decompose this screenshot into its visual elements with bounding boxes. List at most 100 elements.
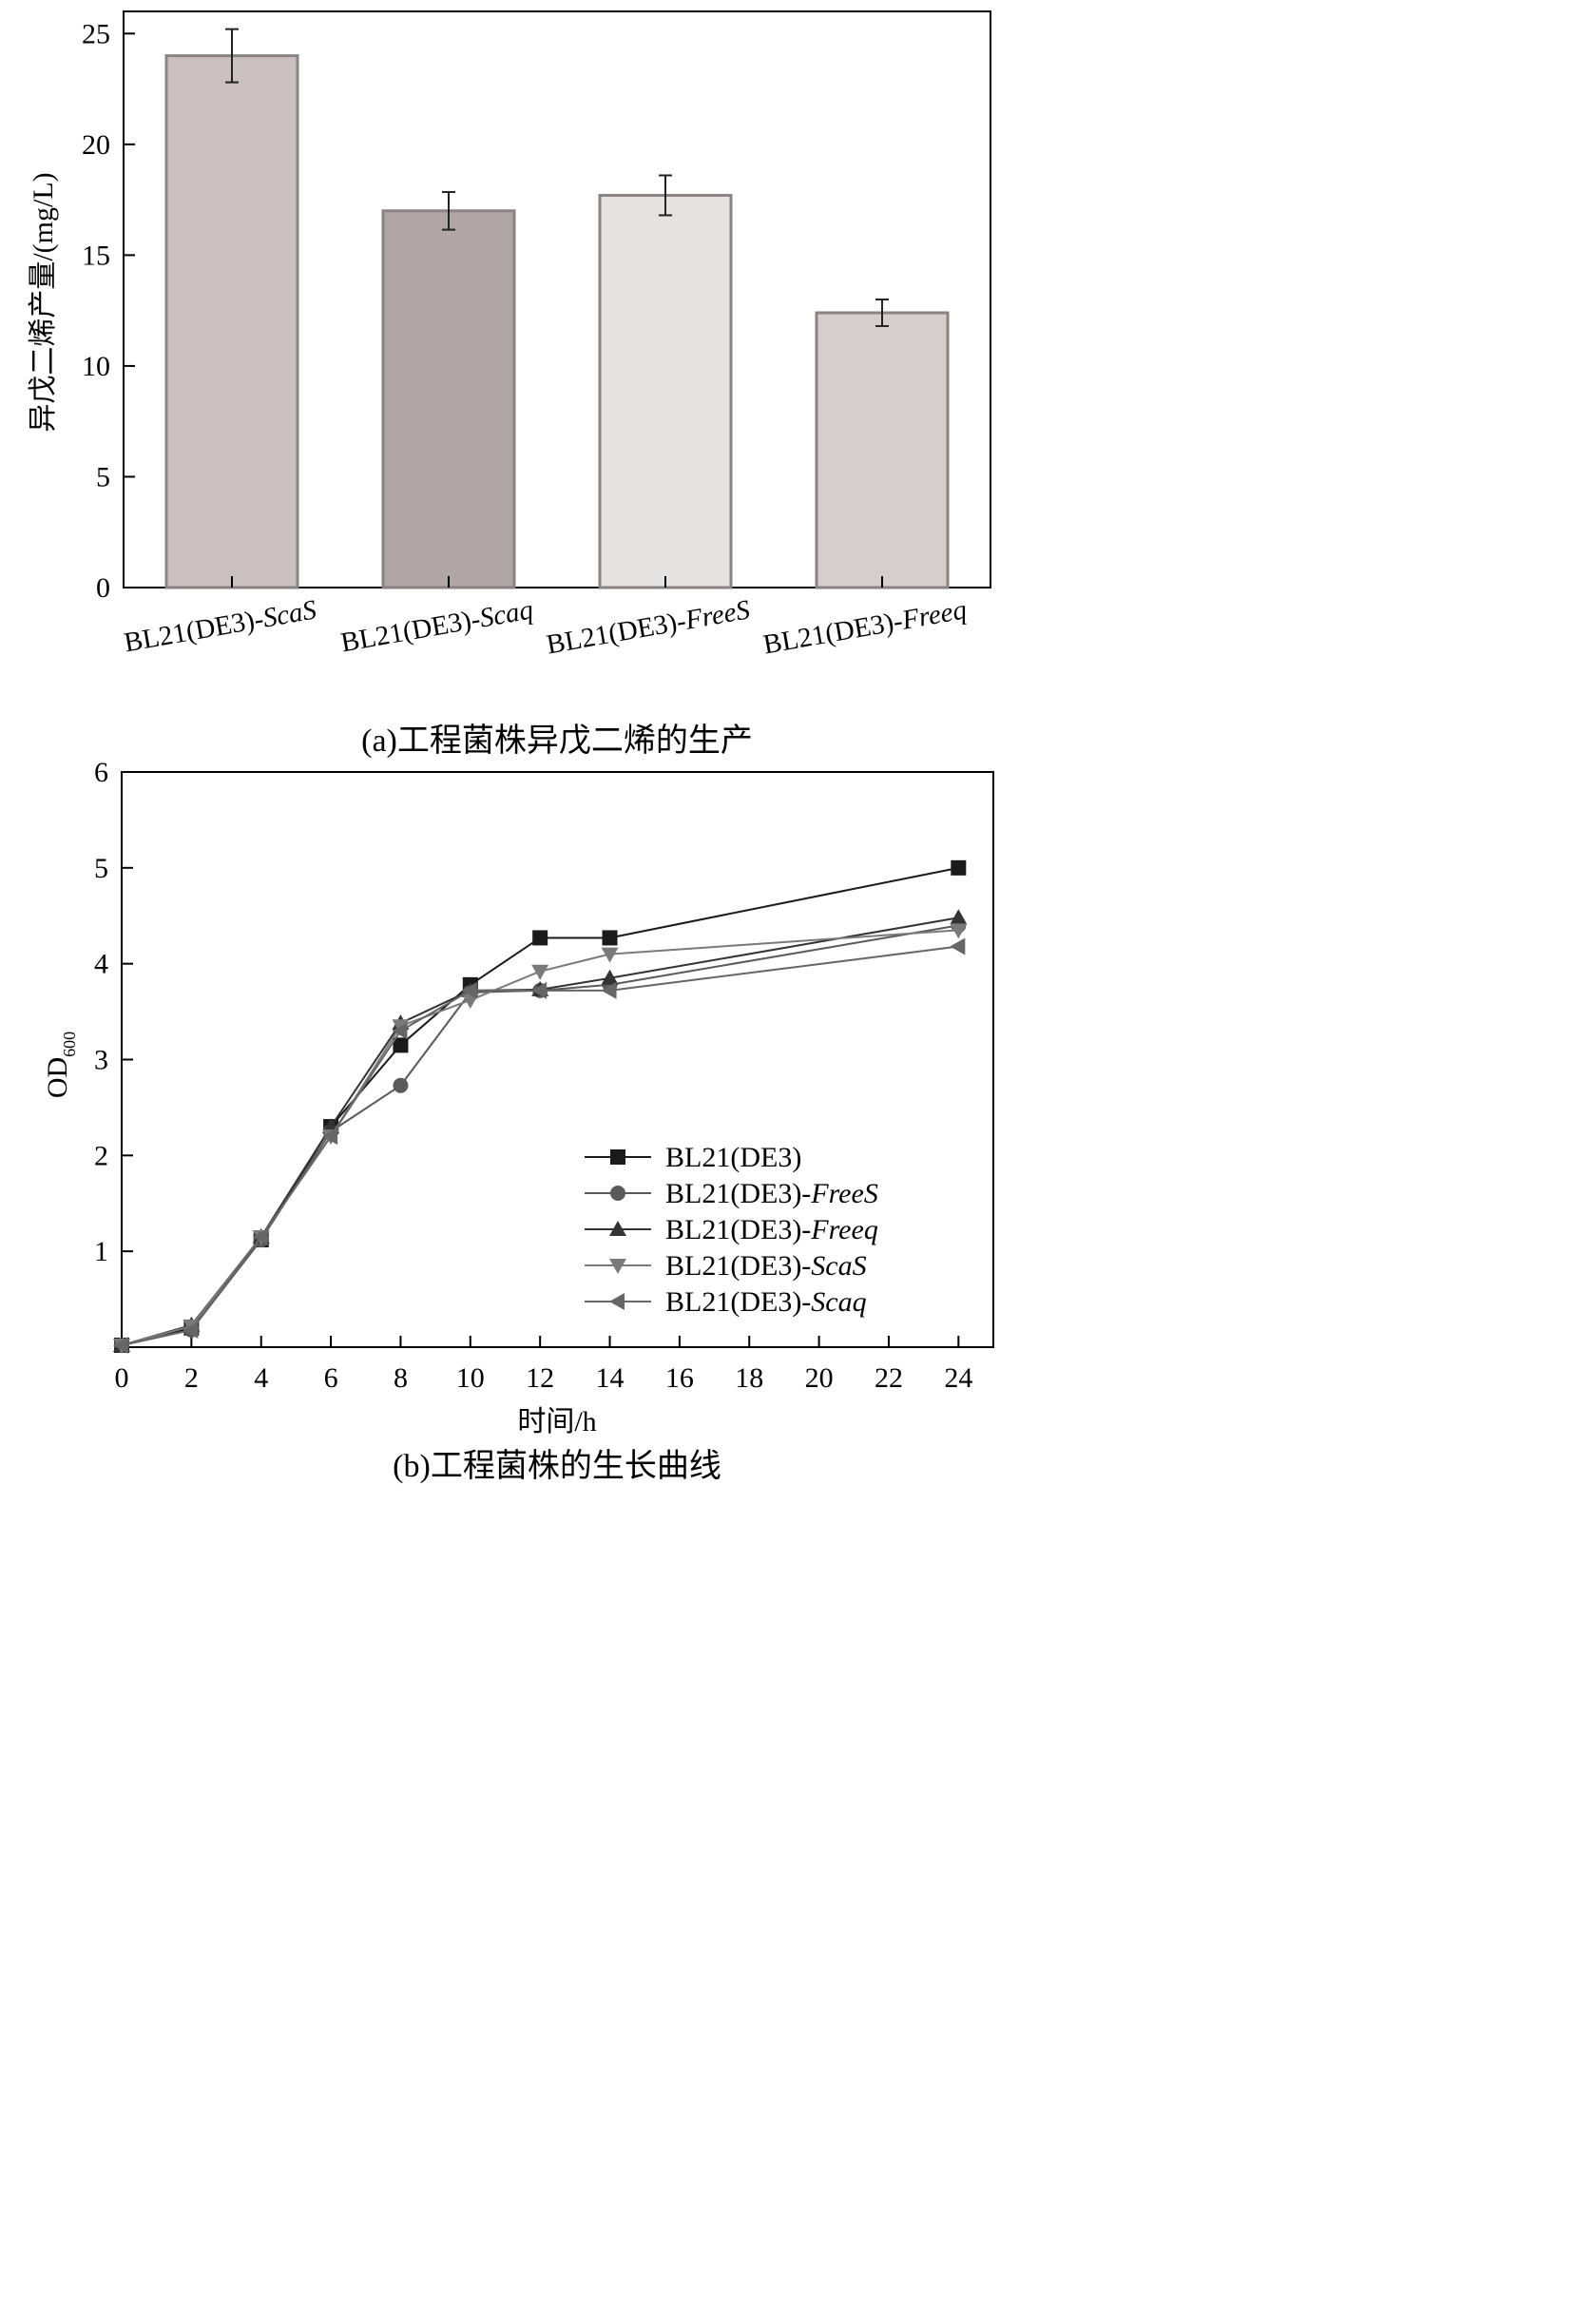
data-point (393, 1037, 409, 1053)
bar-y-axis-title: 异戊二烯产量/(mg/L) (28, 172, 59, 432)
line-chart-caption: (b)工程菌株的生长曲线 (393, 1448, 721, 1484)
data-point (532, 930, 548, 946)
legend-marker (609, 1293, 625, 1310)
bar-category-label: BL21(DE3)-FreeS (545, 594, 753, 660)
legend-label: BL21(DE3)-ScaS (665, 1250, 867, 1282)
line-x-tick-label: 10 (456, 1362, 485, 1394)
line-x-tick-label: 16 (665, 1362, 694, 1394)
legend-item: BL21(DE3)-FreeS (585, 1178, 878, 1209)
line-x-tick-label: 12 (526, 1362, 554, 1394)
line-y-tick-label: 1 (94, 1236, 108, 1267)
line-y-axis-title-sub: 600 (60, 1032, 79, 1057)
legend-item: BL21(DE3) (585, 1142, 801, 1173)
bar (164, 54, 299, 589)
bar (815, 311, 950, 589)
legend-marker (610, 1149, 625, 1165)
data-point (252, 1228, 268, 1246)
bar-category-prefix: BL21(DE3)- (338, 604, 482, 658)
bar-category-strain: FreeS (683, 594, 753, 636)
line-x-tick-label: 4 (254, 1362, 268, 1394)
data-point (183, 1321, 199, 1339)
bar-category-prefix: BL21(DE3)- (545, 606, 688, 660)
bar-chart-frame (123, 10, 991, 588)
legend-marker (609, 1221, 626, 1236)
line-series-group (113, 859, 968, 1354)
bar-y-tick-label: 25 (82, 18, 110, 49)
line-x-tick-label: 6 (324, 1362, 338, 1394)
legend-label-strain: Scaq (811, 1286, 866, 1318)
legend-label-strain: Freeq (810, 1214, 878, 1245)
bar-chart-caption: (a)工程菌株异戊二烯的生产 (361, 723, 753, 759)
series-line-5 (113, 937, 966, 1354)
line-y-tick-label: 4 (94, 949, 108, 980)
legend-label-prefix: BL21(DE3)- (665, 1178, 811, 1209)
bar-category-labels: BL21(DE3)-ScaS BL21(DE3)-Scaq BL21(DE3)-Fr… (122, 594, 969, 660)
legend: BL21(DE3)BL21(DE3)-FreeSBL21(DE3)-FreeqB… (585, 1142, 878, 1318)
data-point (601, 969, 619, 985)
data-point (393, 1077, 409, 1093)
legend-label-strain: ScaS (811, 1250, 866, 1282)
data-point (531, 981, 548, 999)
legend-marker (610, 1186, 625, 1201)
line-x-tick-label: 0 (115, 1362, 129, 1394)
line-x-tick-label: 8 (394, 1362, 408, 1394)
bar-category-label: BL21(DE3)-Scaq (338, 594, 535, 658)
bar-y-tick-label: 0 (96, 572, 110, 604)
data-point (951, 859, 967, 876)
data-point (950, 923, 968, 939)
legend-label-prefix: BL21(DE3)- (665, 1286, 811, 1318)
bar-category-prefix: BL21(DE3)- (761, 606, 905, 660)
data-point (601, 981, 617, 999)
line-y-axis-title-main: OD (42, 1057, 73, 1098)
bar-category-strain: ScaS (260, 594, 319, 633)
bar (598, 193, 733, 589)
line-x-tick-label: 18 (735, 1362, 763, 1394)
legend-label-prefix: BL21(DE3)- (665, 1214, 811, 1245)
legend-item: BL21(DE3)-ScaS (585, 1250, 867, 1282)
line-y-tick-label: 5 (94, 853, 108, 884)
bar-category-label: BL21(DE3)-Freeq (761, 594, 970, 660)
bar-y-tick-label: 10 (82, 351, 110, 382)
line-x-axis: 0 2 4 6 8 10 12 14 16 18 20 22 24 (115, 1336, 972, 1394)
bar-category-strain: Scaq (477, 594, 535, 633)
legend-item: BL21(DE3)-Scaq (585, 1286, 867, 1318)
legend-item: BL21(DE3)-Freeq (585, 1214, 878, 1245)
line-y-tick-label: 6 (94, 757, 108, 788)
line-x-tick-label: 2 (184, 1362, 199, 1394)
line-x-tick-label: 24 (944, 1362, 972, 1394)
line-x-tick-label: 14 (596, 1362, 625, 1394)
line-x-tick-label: 22 (875, 1362, 903, 1394)
data-point (950, 909, 968, 925)
bar-y-tick-label: 5 (96, 461, 110, 492)
legend-label-prefix: BL21(DE3)- (665, 1250, 811, 1282)
legend-label: BL21(DE3)-Scaq (665, 1286, 867, 1318)
data-point (950, 937, 966, 955)
line-x-tick-label: 20 (805, 1362, 834, 1394)
legend-label: BL21(DE3)-FreeS (665, 1178, 878, 1209)
bar-category-prefix: BL21(DE3)- (122, 604, 265, 658)
data-point (531, 964, 549, 980)
bar-y-tick-label: 15 (82, 240, 110, 271)
line-y-axis: 1 2 3 4 5 6 (94, 757, 133, 1267)
data-point (113, 1336, 128, 1354)
bar-y-axis: 0 5 10 15 20 25 (82, 18, 135, 604)
legend-label-prefix: BL21(DE3) (665, 1142, 801, 1173)
line-x-axis-title: 时间/h (517, 1406, 596, 1437)
bar-series (164, 28, 950, 589)
data-point (392, 1022, 408, 1040)
legend-label-strain: FreeS (810, 1178, 878, 1209)
data-point (602, 930, 618, 946)
data-point (461, 981, 477, 999)
line-y-axis-title: OD600 (42, 1032, 79, 1098)
bar-category-label: BL21(DE3)-ScaS (122, 594, 319, 658)
data-point (601, 947, 619, 963)
legend-label: BL21(DE3)-Freeq (665, 1214, 878, 1245)
data-point (322, 1128, 338, 1146)
line-y-tick-label: 2 (94, 1140, 108, 1171)
bar (381, 209, 516, 589)
legend-marker (609, 1259, 626, 1274)
legend-label: BL21(DE3) (665, 1142, 801, 1173)
